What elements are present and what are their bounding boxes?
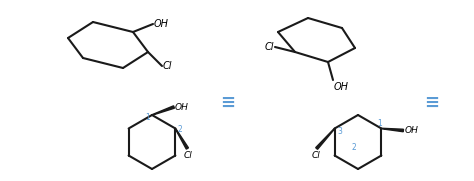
Text: Cl: Cl <box>163 61 173 71</box>
Text: ≡: ≡ <box>424 94 439 112</box>
Text: 2: 2 <box>352 142 356 151</box>
Polygon shape <box>152 106 174 115</box>
Text: 3: 3 <box>337 127 342 136</box>
Text: Cl: Cl <box>311 150 320 159</box>
Text: 1: 1 <box>377 119 382 128</box>
Text: Cl: Cl <box>264 42 274 52</box>
Text: 2: 2 <box>177 125 182 134</box>
Text: OH: OH <box>404 126 418 135</box>
Text: OH: OH <box>334 82 349 92</box>
Text: OH: OH <box>175 102 189 111</box>
Text: 1: 1 <box>146 113 150 121</box>
Text: Cl: Cl <box>184 150 193 159</box>
Polygon shape <box>316 128 335 149</box>
Text: ≡: ≡ <box>220 94 236 112</box>
Polygon shape <box>382 128 403 132</box>
Text: OH: OH <box>154 19 169 29</box>
Polygon shape <box>175 128 189 149</box>
